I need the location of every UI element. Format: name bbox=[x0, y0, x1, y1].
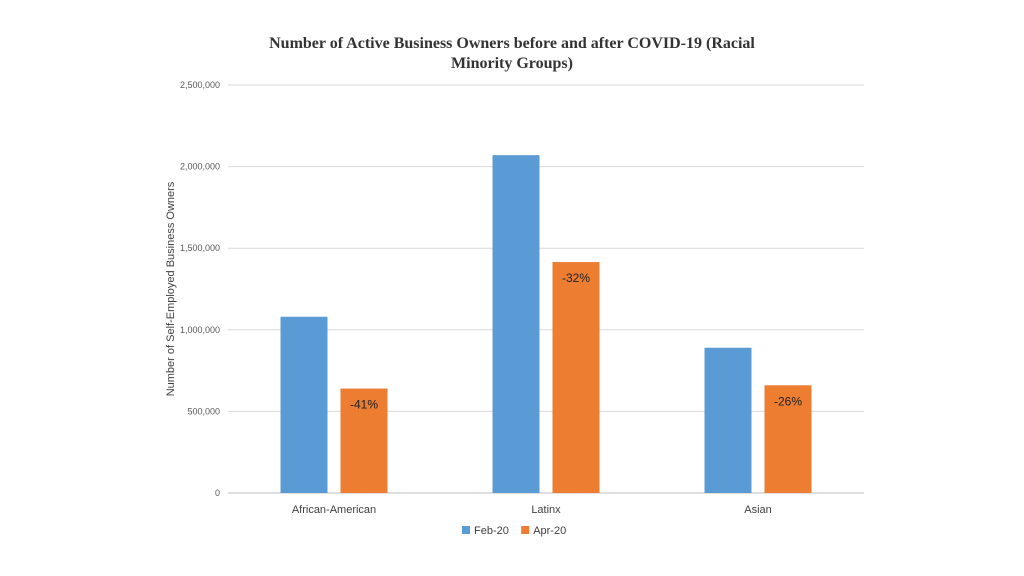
y-tick-label: 1,500,000 bbox=[180, 243, 220, 253]
bar-apr-20-asian bbox=[764, 385, 812, 493]
chart-title-line-1: Number of Active Business Owners before … bbox=[269, 35, 755, 52]
category-labels: African-American Latinx Asian bbox=[292, 504, 772, 516]
chart-title-line-2: Minority Groups) bbox=[451, 55, 573, 72]
category-label: Latinx bbox=[531, 504, 561, 516]
data-label: -26% bbox=[774, 394, 802, 408]
bar-apr-20-african-american bbox=[340, 388, 388, 493]
y-tick-label: 1,000,000 bbox=[180, 325, 220, 335]
category-label: Asian bbox=[744, 504, 772, 516]
legend-swatch bbox=[462, 526, 470, 534]
y-tick-labels: 0 500,000 1,000,000 1,500,000 2,000,000 2,500… bbox=[180, 80, 220, 498]
y-tick-label: 2,500,000 bbox=[180, 80, 220, 90]
y-tick-label: 2,000,000 bbox=[180, 162, 220, 172]
legend: Feb-20 Apr-20 bbox=[462, 525, 566, 537]
y-axis-title: Number of Self-Employed Business Owners bbox=[165, 181, 177, 396]
category-label: African-American bbox=[292, 504, 376, 516]
bar-apr-20-latinx bbox=[552, 262, 600, 493]
bar-feb-20-latinx bbox=[492, 155, 540, 493]
gridlines bbox=[228, 84, 864, 494]
data-labels: -41% -32% -26% bbox=[350, 271, 802, 411]
y-tick-label: 0 bbox=[215, 488, 220, 498]
data-label: -41% bbox=[350, 398, 378, 412]
legend-swatch bbox=[521, 526, 530, 534]
legend-label: Apr-20 bbox=[533, 525, 566, 537]
bars bbox=[280, 155, 812, 493]
y-tick-label: 500,000 bbox=[187, 406, 220, 416]
data-label: -32% bbox=[562, 271, 590, 285]
legend-label: Feb-20 bbox=[474, 525, 509, 537]
bar-feb-20-african-american bbox=[280, 316, 328, 493]
bar-feb-20-asian bbox=[704, 347, 752, 493]
